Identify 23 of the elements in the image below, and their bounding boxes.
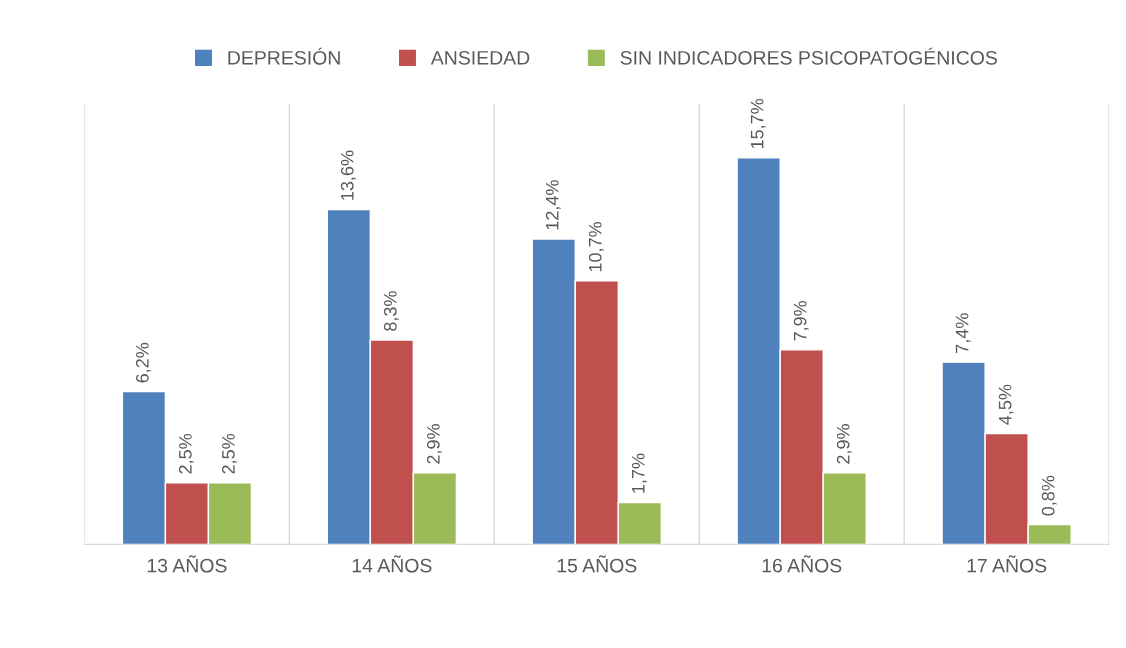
data-label: 2,9%: [836, 424, 852, 464]
x-tick-label: 17 AÑOS: [967, 555, 1047, 573]
x-tick-label: 16 AÑOS: [762, 555, 842, 573]
data-label: 0,8%: [1041, 475, 1057, 516]
data-label: 1,7%: [631, 453, 647, 493]
legend-label: SIN INDICADORES PSICOPATOGÉNICOS: [620, 47, 997, 65]
x-tick-label: 13 AÑOS: [147, 555, 227, 573]
data-label: 8,3%: [383, 291, 399, 331]
data-label: 13,6%: [340, 150, 356, 200]
data-label: 4,5%: [998, 384, 1014, 425]
data-label: 7,4%: [955, 313, 971, 353]
legend-label: DEPRESIÓN: [228, 47, 340, 65]
data-label: 7,9%: [793, 300, 809, 341]
legend-label: ANSIEDAD: [430, 50, 530, 65]
x-tick-label: 15 AÑOS: [557, 555, 637, 573]
data-label: 15,7%: [750, 98, 766, 149]
data-label: 2,5%: [178, 433, 194, 474]
data-label: 10,7%: [588, 222, 604, 272]
x-tick-label: 14 AÑOS: [352, 555, 432, 573]
data-label: 6,2%: [135, 342, 151, 383]
data-label: 2,5%: [222, 433, 237, 474]
data-label: 12,4%: [545, 180, 561, 230]
data-label: 2,9%: [426, 424, 442, 464]
